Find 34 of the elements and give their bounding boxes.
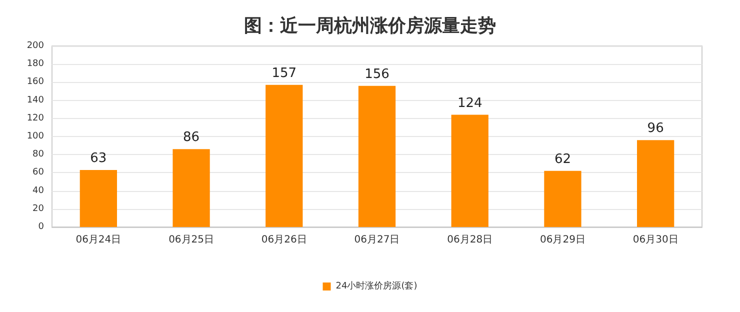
legend-label: 24小时涨价房源(套) — [336, 280, 418, 292]
data-label: 124 — [457, 96, 482, 111]
bar — [172, 149, 210, 227]
y-tick-label: 180 — [26, 59, 44, 70]
data-label: 157 — [272, 66, 297, 81]
x-tick-label: 06月27日 — [354, 234, 400, 246]
data-label: 156 — [364, 66, 390, 82]
y-tick-label: 160 — [26, 77, 44, 88]
data-label: 86 — [183, 130, 200, 146]
x-tick-label: 06月30日 — [632, 234, 678, 246]
x-tick-label: 06月25日 — [168, 234, 214, 246]
bar — [451, 114, 488, 227]
y-tick-label: 20 — [32, 204, 44, 214]
y-tick-label: 60 — [32, 168, 44, 178]
y-tick-label: 40 — [32, 186, 44, 196]
y-tick-label: 140 — [26, 95, 44, 106]
x-tick-label: 06月29日 — [540, 234, 586, 246]
x-tick-label: 06月26日 — [261, 234, 307, 246]
data-label: 96 — [647, 121, 664, 136]
bar — [358, 86, 396, 227]
y-tick-label: 100 — [26, 132, 44, 142]
bar — [266, 84, 303, 227]
y-tick-label: 200 — [26, 41, 44, 51]
y-tick-label: 80 — [32, 150, 44, 160]
bar — [637, 140, 674, 227]
x-tick-label: 06月28日 — [447, 234, 493, 246]
x-tick-label: 06月24日 — [76, 234, 122, 246]
data-label: 63 — [90, 150, 107, 166]
bar — [544, 170, 582, 227]
y-tick-label: 0 — [38, 222, 44, 232]
data-label: 62 — [554, 152, 571, 167]
chart-title: 图：近一周杭州涨价房源量走势 — [244, 16, 496, 36]
y-tick-label: 120 — [26, 113, 44, 124]
bar — [80, 170, 117, 227]
